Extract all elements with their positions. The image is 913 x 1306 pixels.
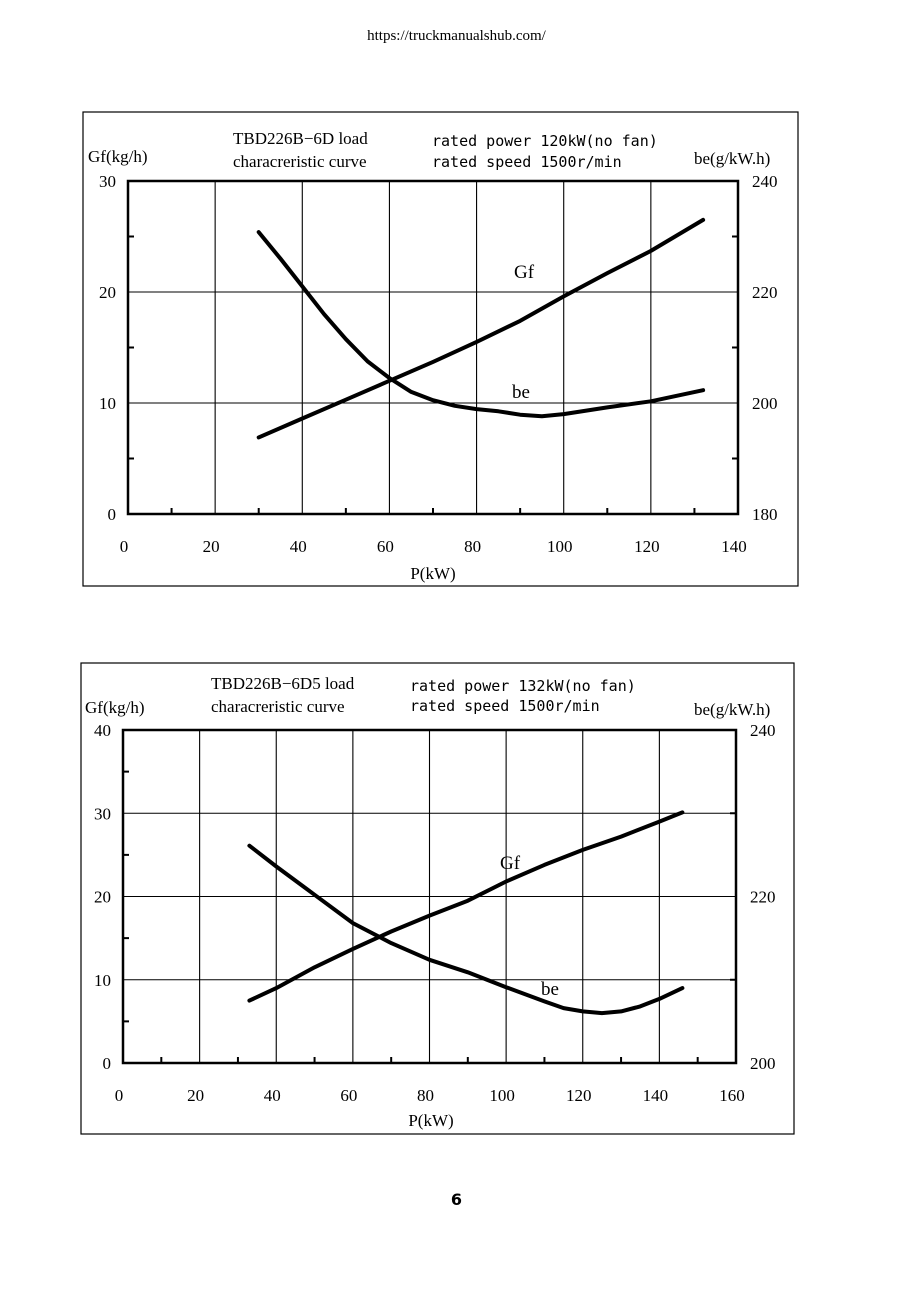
x-tick-label: 0 bbox=[120, 537, 129, 556]
x-tick-label: 140 bbox=[721, 537, 747, 556]
x-tick-label: 120 bbox=[566, 1086, 592, 1105]
x-tick-label: 80 bbox=[417, 1086, 434, 1105]
curves bbox=[256, 217, 706, 440]
tick-labels: 0 20 40 60 80 100 120 140 0 10 20 30 180 200 220 240 bbox=[99, 172, 778, 556]
x-axis-label: P(kW) bbox=[410, 564, 455, 583]
x-tick-label: 20 bbox=[203, 537, 220, 556]
page-number: 6 bbox=[450, 1190, 463, 1209]
y-right-axis-label: be(g/kW.h) bbox=[694, 700, 770, 719]
x-tick-label: 60 bbox=[340, 1086, 357, 1105]
y-right-tick-label: 240 bbox=[752, 172, 778, 191]
y-left-tick-label: 20 bbox=[99, 283, 116, 302]
series-line-be bbox=[247, 843, 685, 1016]
tick-labels: 0 20 40 60 80 100 120 140 160 0 10 20 30 40 200 220 240 bbox=[94, 721, 776, 1105]
x-tick-label: 100 bbox=[489, 1086, 515, 1105]
x-tick-label: 40 bbox=[264, 1086, 281, 1105]
rated-power-label: rated power 120kW(no fan) bbox=[432, 132, 658, 150]
y-left-tick-label: 20 bbox=[94, 888, 111, 907]
chart-labels: TBD226B−6D5 load characreristic curve ra… bbox=[85, 674, 770, 1130]
x-tick-label: 100 bbox=[547, 537, 573, 556]
y-right-axis-label: be(g/kW.h) bbox=[694, 149, 770, 168]
rated-speed-label: rated speed 1500r/min bbox=[410, 697, 600, 715]
y-right-tick-label: 220 bbox=[752, 283, 778, 302]
y-left-tick-label: 0 bbox=[103, 1054, 112, 1073]
minor-ticks bbox=[128, 235, 738, 514]
y-right-tick-label: 180 bbox=[752, 505, 778, 524]
chart-tbd226b-6d5: 0 20 40 60 80 100 120 140 160010203040200220240 … bbox=[80, 662, 795, 1135]
x-tick-label: 60 bbox=[377, 537, 394, 556]
series-line-gf bbox=[247, 810, 685, 1003]
series-line-be bbox=[256, 230, 706, 419]
chart-title-line2: characreristic curve bbox=[233, 152, 367, 171]
chart-title-line2: characreristic curve bbox=[211, 697, 345, 716]
curves bbox=[247, 810, 685, 1016]
series-label-be: be bbox=[541, 979, 559, 1000]
series-label-be: be bbox=[512, 382, 530, 403]
y-right-tick-label: 240 bbox=[750, 721, 776, 740]
y-left-tick-label: 10 bbox=[94, 971, 111, 990]
y-left-tick-label: 0 bbox=[108, 505, 117, 524]
series-label-gf: Gf bbox=[514, 262, 535, 283]
rated-speed-label: rated speed 1500r/min bbox=[432, 153, 622, 171]
series-line-gf bbox=[256, 217, 706, 440]
y-left-tick-label: 40 bbox=[94, 721, 111, 740]
y-left-axis-label: Gf(kg/h) bbox=[85, 698, 144, 717]
plot-area-border bbox=[121, 728, 738, 1065]
chart-frame bbox=[80, 662, 795, 1135]
x-tick-label: 160 bbox=[719, 1086, 745, 1105]
grid bbox=[123, 730, 736, 1063]
y-right-tick-label: 200 bbox=[750, 1054, 776, 1073]
x-tick-label: 40 bbox=[290, 537, 307, 556]
y-left-tick-label: 10 bbox=[99, 394, 116, 413]
x-axis-label: P(kW) bbox=[408, 1111, 453, 1130]
chart-frame bbox=[82, 111, 799, 587]
series-label-gf: Gf bbox=[500, 853, 521, 874]
chart-title-line1: TBD226B−6D5 load bbox=[211, 674, 355, 693]
y-right-tick-label: 220 bbox=[750, 888, 776, 907]
rated-power-label: rated power 132kW(no fan) bbox=[410, 677, 636, 695]
chart-labels: TBD226B−6D load characreristic curve rat… bbox=[88, 129, 770, 583]
grid bbox=[128, 181, 738, 514]
y-left-tick-label: 30 bbox=[94, 804, 111, 823]
x-tick-label: 20 bbox=[187, 1086, 204, 1105]
chart-tbd226b-6d: 0 20 40 60 80 100 120 140 0 10 20 30 180 200 220 240 TB… bbox=[82, 111, 799, 587]
y-left-axis-label: Gf(kg/h) bbox=[88, 147, 147, 166]
y-right-tick-label: 200 bbox=[752, 394, 778, 413]
x-tick-label: 0 bbox=[115, 1086, 124, 1105]
chart-title-line1: TBD226B−6D load bbox=[233, 129, 368, 148]
x-tick-label: 140 bbox=[643, 1086, 669, 1105]
x-tick-label: 80 bbox=[464, 537, 481, 556]
plot-area-border bbox=[126, 179, 740, 516]
x-tick-label: 120 bbox=[634, 537, 660, 556]
source-url-header: https://truckmanualshub.com/ bbox=[367, 28, 546, 44]
y-left-tick-label: 30 bbox=[99, 172, 116, 191]
